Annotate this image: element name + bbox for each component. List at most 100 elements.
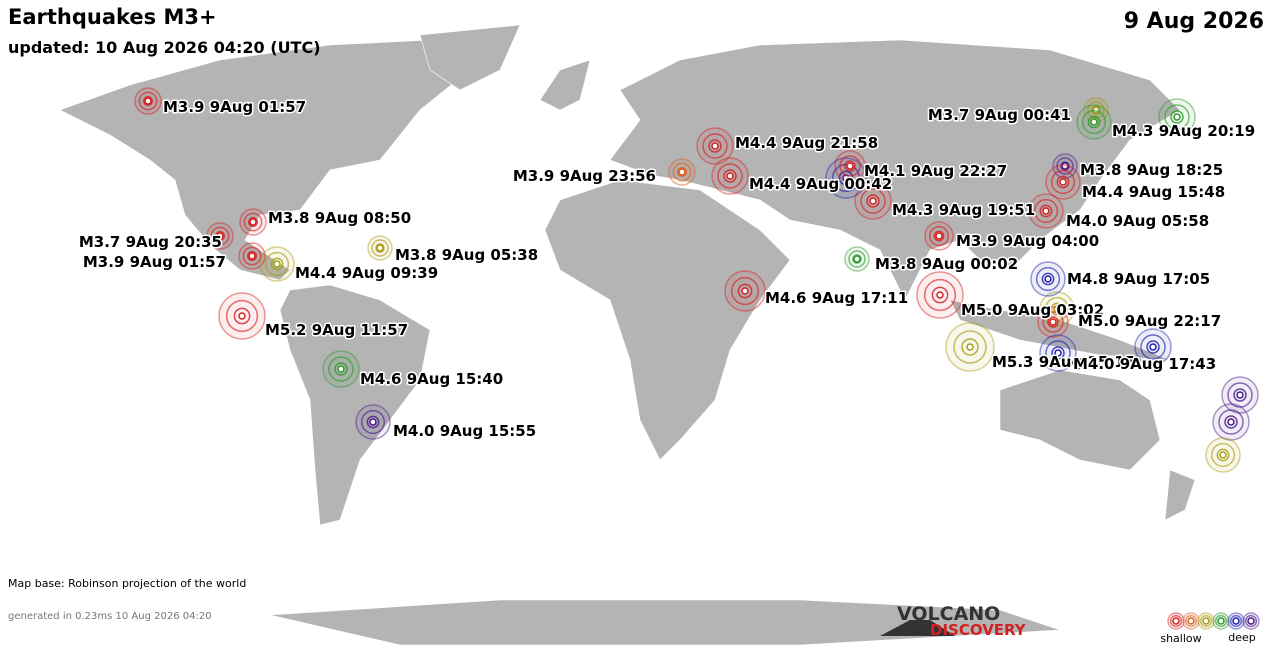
ring xyxy=(247,216,259,228)
quake-marker xyxy=(1039,291,1075,327)
quake-marker xyxy=(1028,193,1064,229)
center xyxy=(853,255,861,263)
quake-marker xyxy=(1197,612,1215,630)
quake-marker xyxy=(1158,98,1196,136)
quakes: M3.9 9Aug 01:57 M3.8 9Aug 08:50 M3.7 9Aug … xyxy=(77,87,1259,473)
quake-label: M3.7 9Aug 00:41 xyxy=(928,106,1071,124)
center xyxy=(144,97,152,105)
quake-label: M3.9 9Aug 01:57 xyxy=(83,253,226,271)
ring xyxy=(243,212,263,232)
quake-label: M3.8 9Aug 18:25 xyxy=(1080,161,1223,179)
quake-marker xyxy=(367,235,393,261)
quake-label: M3.9 9Aug 01:57 xyxy=(163,98,306,116)
ring xyxy=(246,250,258,262)
center xyxy=(1053,305,1061,313)
center xyxy=(711,142,719,150)
quake-label: M5.0 9Aug 22:17 xyxy=(1078,312,1221,330)
ring xyxy=(672,162,692,182)
quake-marker xyxy=(924,221,954,251)
center xyxy=(1149,343,1157,351)
ring xyxy=(1146,340,1160,354)
center xyxy=(846,162,854,170)
ring xyxy=(225,299,259,333)
ring xyxy=(730,276,760,306)
quake-label: M4.0 9Aug 05:58 xyxy=(1066,212,1209,230)
ring xyxy=(1056,157,1074,175)
ring xyxy=(1091,105,1101,115)
center xyxy=(216,232,224,240)
ring xyxy=(923,278,957,312)
quake-marker xyxy=(711,157,749,195)
quake-marker xyxy=(1205,437,1241,473)
center xyxy=(1090,118,1098,126)
center xyxy=(337,365,345,373)
quake-marker xyxy=(218,292,266,340)
ring xyxy=(1056,175,1070,189)
ring xyxy=(1081,109,1107,135)
quake-marker xyxy=(1221,376,1259,414)
ring xyxy=(961,338,979,356)
center xyxy=(376,244,384,252)
quake-label: M4.3 9Aug 20:19 xyxy=(1112,122,1255,140)
ring xyxy=(933,230,945,242)
center xyxy=(935,232,943,240)
quake-marker xyxy=(1037,306,1069,338)
ring xyxy=(360,409,386,435)
center xyxy=(1227,418,1235,426)
center xyxy=(1219,451,1227,459)
ring xyxy=(737,283,753,299)
center xyxy=(1236,391,1244,399)
center xyxy=(238,312,246,320)
quake-marker xyxy=(834,150,866,182)
ring xyxy=(1051,346,1065,360)
legend xyxy=(1167,612,1260,630)
ring xyxy=(1170,110,1184,124)
quake-marker xyxy=(238,242,266,270)
ring xyxy=(1087,115,1101,129)
center xyxy=(369,418,377,426)
quake-marker xyxy=(1076,104,1112,140)
ring xyxy=(371,239,389,257)
ring xyxy=(1218,409,1244,435)
ring xyxy=(866,194,880,208)
updated: updated: 10 Aug 2026 04:20 (UTC) xyxy=(8,38,321,57)
ring xyxy=(852,254,862,264)
center xyxy=(1059,178,1067,186)
quake-label: M5.2 9Aug 11:57 xyxy=(265,321,408,339)
ring xyxy=(366,415,380,429)
ring xyxy=(839,155,861,177)
ring xyxy=(270,257,284,271)
ring xyxy=(1227,382,1253,408)
ring xyxy=(723,169,737,183)
ring xyxy=(1229,614,1243,628)
ring xyxy=(702,133,728,159)
logo-line2: DISCOVERY xyxy=(930,621,1027,639)
quake-marker xyxy=(825,157,867,199)
quake-marker xyxy=(1167,612,1185,630)
quake-marker xyxy=(206,222,234,250)
ring xyxy=(1045,340,1071,366)
quake-label: M4.1 9Aug 22:27 xyxy=(864,162,1007,180)
center xyxy=(1061,162,1069,170)
ring xyxy=(931,286,949,304)
quake-label: M3.9 9Aug 23:56 xyxy=(513,167,656,185)
quake-marker xyxy=(322,350,360,388)
ring xyxy=(1047,316,1059,328)
quake-marker xyxy=(844,246,870,272)
quake-marker xyxy=(355,404,391,440)
quake-label: M4.4 9Aug 00:42 xyxy=(749,175,892,193)
ring xyxy=(953,330,987,364)
ring xyxy=(1050,302,1064,316)
map-base-note: Map base: Robinson projection of the wor… xyxy=(8,577,246,590)
quake-label: M4.8 9Aug 17:05 xyxy=(1067,270,1210,288)
quake-label: M3.8 9Aug 08:50 xyxy=(268,209,411,227)
quake-label: M3.7 9Aug 20:35 xyxy=(79,233,222,251)
quake-marker xyxy=(916,271,964,319)
ring xyxy=(210,226,230,246)
center xyxy=(726,172,734,180)
quake-marker xyxy=(134,87,162,115)
logo-icon xyxy=(880,620,955,636)
quake-label: M4.0 9Aug 17:43 xyxy=(1073,355,1216,373)
quake-marker xyxy=(239,208,267,236)
quake-label: M3.9 9Aug 04:00 xyxy=(956,232,1099,250)
